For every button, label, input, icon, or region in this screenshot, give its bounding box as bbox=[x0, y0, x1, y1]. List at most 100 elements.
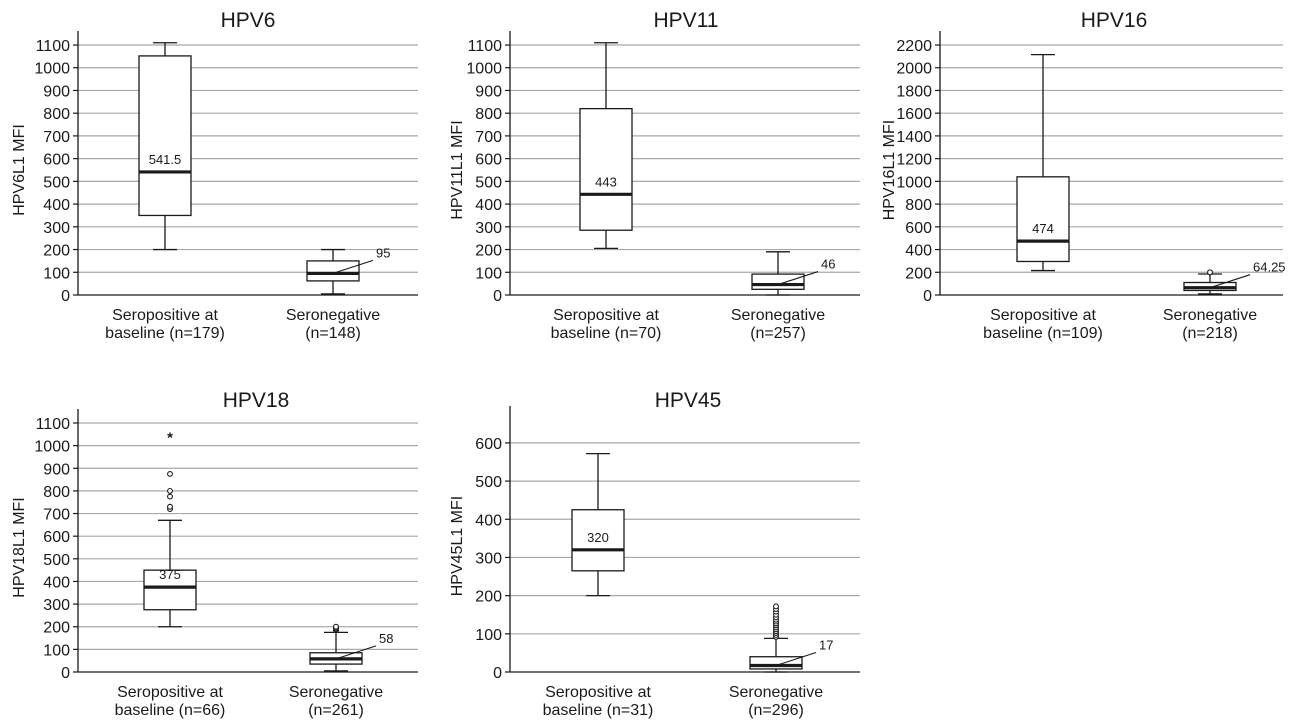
outlier-point bbox=[167, 493, 173, 500]
y-tick-label: 600 bbox=[475, 436, 502, 453]
y-tick-label: 1400 bbox=[896, 129, 932, 146]
y-tick-label: 400 bbox=[905, 243, 932, 260]
box-group: 58 Seronegative(n=261) bbox=[289, 623, 393, 719]
chart-title: HPV45 bbox=[655, 389, 722, 412]
median-label: 95 bbox=[376, 245, 390, 260]
y-tick-label: 1000 bbox=[466, 61, 502, 78]
y-tick-label: 400 bbox=[43, 197, 70, 214]
y-tick-label: 100 bbox=[43, 265, 70, 282]
median-label: 46 bbox=[821, 257, 835, 272]
y-tick-label: 0 bbox=[923, 288, 932, 305]
y-tick-label: 300 bbox=[43, 220, 70, 237]
y-tick-label: 100 bbox=[43, 642, 70, 659]
y-tick-label: 1800 bbox=[896, 83, 932, 100]
panel-hpv16: 0 200 400 600 800 1000 1200 1400 1600 1800 2000 220… bbox=[881, 9, 1286, 342]
y-axis-label: HPV45L1 MFI bbox=[449, 496, 466, 596]
median-label: 541.5 bbox=[149, 152, 182, 167]
y-tick-label: 1200 bbox=[896, 152, 932, 169]
median-label: 443 bbox=[595, 174, 617, 189]
y-tick-label: 500 bbox=[475, 174, 502, 191]
outlier-point bbox=[333, 623, 339, 630]
outlier-point bbox=[167, 487, 173, 494]
category-label: Seronegative bbox=[731, 307, 825, 324]
iqr-box bbox=[571, 509, 625, 572]
category-label: (n=148) bbox=[305, 325, 361, 342]
y-tick-label: 600 bbox=[475, 152, 502, 169]
y-tick-label: 800 bbox=[43, 484, 70, 501]
outlier-point bbox=[167, 470, 173, 477]
category-label: (n=257) bbox=[750, 325, 806, 342]
y-axis-label: HPV11L1 MFI bbox=[449, 120, 466, 219]
outlier-point bbox=[1207, 269, 1213, 276]
y-tick-label: 400 bbox=[43, 574, 70, 591]
y-tick-label: 700 bbox=[43, 129, 70, 146]
y-axis-label: HPV18L1 MFI bbox=[11, 497, 28, 597]
category-label: Seronegative bbox=[286, 307, 380, 324]
box-group: 95 Seronegative(n=148) bbox=[286, 245, 391, 342]
y-tick-label: 300 bbox=[475, 220, 502, 237]
y-tick-label: 500 bbox=[43, 174, 70, 191]
y-tick-label: 600 bbox=[43, 529, 70, 546]
iqr-box bbox=[306, 260, 360, 282]
category-label: baseline (n=109) bbox=[983, 325, 1103, 342]
y-axis-label: HPV16L1 MFI bbox=[881, 120, 898, 220]
panel-hpv18: 0 100 200 300 400 500 600 700 800 900 1000 1100 HPV1… bbox=[11, 389, 418, 719]
box-group: 46 Seronegative(n=257) bbox=[731, 251, 835, 342]
y-tick-label: 1600 bbox=[896, 106, 932, 123]
category-label: (n=261) bbox=[308, 702, 364, 719]
y-tick-label: 1000 bbox=[896, 174, 932, 191]
iqr-box bbox=[138, 55, 192, 217]
category-label: baseline (n=66) bbox=[115, 702, 226, 719]
median-label: 58 bbox=[379, 631, 393, 646]
y-tick-label: 1100 bbox=[36, 416, 71, 433]
iqr-box bbox=[1016, 176, 1070, 263]
y-tick-label: 0 bbox=[61, 665, 70, 682]
y-tick-label: 600 bbox=[43, 152, 70, 169]
y-tick-label: 200 bbox=[475, 243, 502, 260]
y-tick-label: 0 bbox=[493, 665, 502, 682]
y-tick-label: 800 bbox=[475, 106, 502, 123]
iqr-box bbox=[749, 656, 803, 670]
y-tick-label: 300 bbox=[43, 597, 70, 614]
iqr-box bbox=[579, 107, 633, 231]
box-group: 64.25 Seronegative(n=218) bbox=[1163, 260, 1286, 342]
y-tick-label: 1100 bbox=[468, 38, 503, 55]
median-label: 474 bbox=[1032, 221, 1054, 236]
category-label: Seropositive at bbox=[553, 307, 659, 324]
box-group: 17 Seronegative(n=296) bbox=[729, 603, 833, 719]
category-label: baseline (n=179) bbox=[105, 325, 225, 342]
y-tick-label: 800 bbox=[905, 197, 932, 214]
y-tick-label: 500 bbox=[43, 552, 70, 569]
iqr-box bbox=[751, 273, 805, 290]
y-tick-label: 2000 bbox=[896, 61, 932, 78]
y-tick-label: 1000 bbox=[34, 439, 70, 456]
panel-hpv6: 0 100 200 300 400 500 600 700 800 900 1000 1100 HPV6… bbox=[11, 9, 418, 342]
chart-title: HPV18 bbox=[223, 389, 290, 412]
y-tick-label: 300 bbox=[475, 550, 502, 567]
category-label: Seropositive at bbox=[112, 307, 218, 324]
outlier-point bbox=[773, 603, 779, 610]
y-tick-label: 900 bbox=[43, 83, 70, 100]
y-tick-label: 1000 bbox=[34, 61, 70, 78]
category-label: Seronegative bbox=[729, 684, 823, 701]
y-tick-label: 2200 bbox=[896, 38, 932, 55]
y-tick-label: 800 bbox=[43, 106, 70, 123]
panel-hpv11: 0 100 200 300 400 500 600 700 800 900 1000 1100 HPV1… bbox=[449, 9, 860, 342]
median-label: 320 bbox=[587, 530, 609, 545]
median-leader-line bbox=[332, 259, 374, 274]
y-tick-label: 900 bbox=[475, 83, 502, 100]
median-leader-line bbox=[777, 271, 819, 286]
y-tick-label: 0 bbox=[493, 288, 502, 305]
y-tick-label: 200 bbox=[905, 265, 932, 282]
chart-title: HPV11 bbox=[654, 9, 719, 32]
median-leader-line bbox=[1209, 274, 1251, 289]
extreme-outlier-star: * bbox=[167, 429, 173, 446]
iqr-box bbox=[143, 569, 197, 611]
y-tick-label: 0 bbox=[61, 288, 70, 305]
y-tick-label: 1100 bbox=[36, 38, 71, 55]
chart-title: HPV16 bbox=[1081, 9, 1148, 32]
